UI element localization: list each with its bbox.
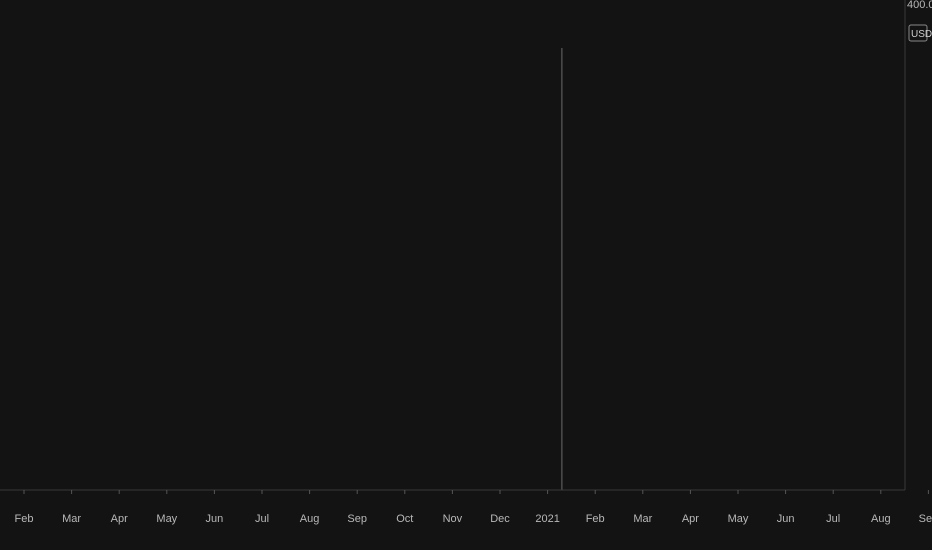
time-tick-label: Jul — [255, 513, 269, 525]
time-tick-label: Sep — [919, 513, 932, 525]
time-tick-label: Mar — [62, 513, 81, 525]
time-tick-label: 2021 — [535, 513, 559, 525]
time-tick-label: Feb — [15, 513, 34, 525]
time-tick-label: Nov — [443, 513, 463, 525]
unit-box — [908, 24, 928, 42]
time-tick-label: Apr — [682, 513, 699, 525]
time-tick-label: May — [156, 513, 177, 525]
time-tick-label: Jun — [206, 513, 224, 525]
time-tick-label: Oct — [396, 513, 413, 525]
time-tick-label: Jul — [826, 513, 840, 525]
time-tick-label: Dec — [490, 513, 510, 525]
time-tick-label: Aug — [300, 513, 320, 525]
price-tick-label: 400.00 — [907, 0, 932, 11]
time-tick-label: Feb — [586, 513, 605, 525]
time-tick-label: Jun — [777, 513, 795, 525]
time-tick-label: Sep — [347, 513, 367, 525]
time-tick-label: May — [728, 513, 749, 525]
time-tick-label: Apr — [111, 513, 128, 525]
unit-label: USD — [911, 29, 932, 40]
axes: 400.00240.00200.00160.00130.00USD330.35F… — [0, 0, 932, 525]
time-tick-label: Aug — [871, 513, 891, 525]
time-tick-label: Mar — [633, 513, 652, 525]
level-lines — [561, 48, 563, 490]
